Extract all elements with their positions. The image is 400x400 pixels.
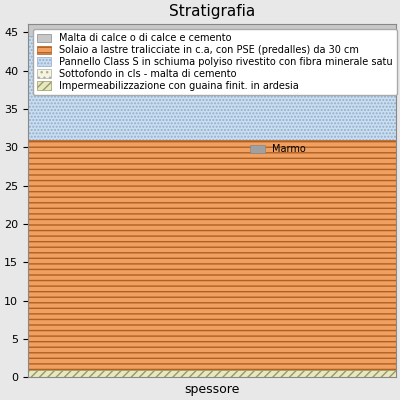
Title: Stratigrafia: Stratigrafia xyxy=(169,4,255,19)
Bar xyxy=(28,24,396,36)
Legend: Marmo: Marmo xyxy=(246,140,310,158)
Bar xyxy=(28,370,396,377)
Bar xyxy=(28,140,396,370)
X-axis label: spessore: spessore xyxy=(184,383,240,396)
Bar xyxy=(28,36,396,140)
